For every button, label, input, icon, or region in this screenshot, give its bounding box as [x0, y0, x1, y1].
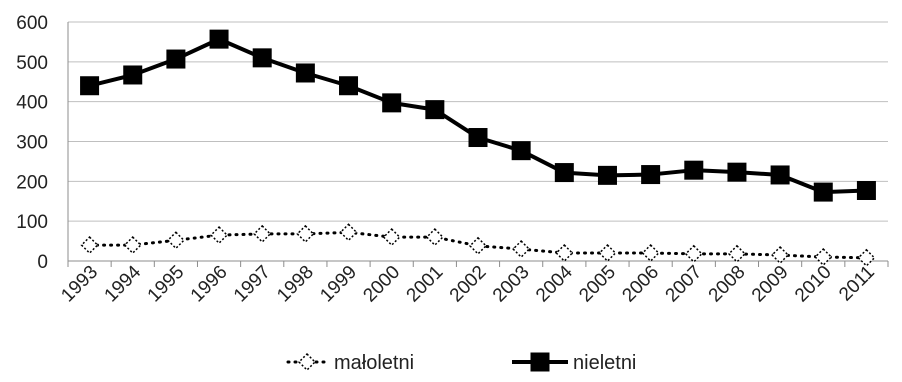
x-tick-label: 2006	[618, 262, 663, 307]
x-tick-label: 2002	[446, 262, 491, 307]
data-point	[166, 231, 185, 250]
data-point	[770, 165, 790, 185]
legend: małoletni nieletni	[286, 352, 636, 374]
data-point	[166, 49, 186, 69]
y-tick-label: 0	[37, 252, 48, 273]
series-layer	[80, 29, 876, 267]
data-point	[597, 165, 617, 185]
x-tick-label: 2004	[532, 261, 577, 306]
data-point	[857, 248, 876, 267]
x-tick-label: 1993	[57, 262, 102, 307]
y-tick-label: 200	[16, 172, 48, 193]
data-point	[80, 76, 100, 96]
data-point	[382, 228, 401, 247]
data-point	[80, 236, 99, 255]
data-point	[856, 180, 876, 200]
data-point	[253, 224, 272, 243]
series-malodletni	[80, 223, 876, 267]
data-point	[511, 141, 531, 161]
legend-label-malodletni: małoletni	[334, 352, 414, 374]
x-tick-label: 2005	[575, 262, 620, 307]
data-point	[814, 247, 833, 267]
y-tick-label: 100	[16, 212, 48, 233]
x-tick-label: 1996	[187, 262, 232, 307]
data-point	[727, 162, 747, 182]
data-point	[554, 163, 574, 183]
data-point	[209, 29, 229, 49]
legend-swatch-malodletni	[286, 352, 328, 372]
data-point	[295, 63, 315, 83]
data-point	[296, 224, 315, 243]
x-tick-label: 1999	[316, 262, 361, 307]
x-axis-tick-labels: 1993199419951996199719981999200020012002…	[57, 261, 879, 306]
data-point	[641, 243, 660, 263]
x-tick-label: 2000	[359, 262, 404, 307]
data-point	[771, 245, 790, 265]
x-tick-label: 2003	[489, 262, 534, 307]
data-point	[252, 48, 272, 68]
data-point	[684, 244, 703, 263]
data-point	[468, 236, 488, 255]
legend-marker	[297, 352, 317, 372]
data-point	[123, 65, 143, 85]
axes	[67, 22, 889, 267]
legend-marker	[530, 352, 550, 372]
y-axis-tick-labels: 0 100 200 300 400 500 600	[16, 13, 48, 273]
x-tick-label: 1994	[101, 261, 146, 306]
x-tick-label: 2001	[403, 262, 448, 307]
data-point	[598, 243, 617, 263]
data-point	[339, 223, 358, 242]
x-tick-label: 2009	[748, 262, 793, 307]
legend-swatch-nieletni	[512, 352, 568, 372]
y-tick-label: 400	[16, 93, 48, 114]
series-nieletni	[80, 29, 876, 202]
data-point	[382, 93, 402, 113]
data-point	[555, 243, 574, 263]
y-tick-label: 300	[16, 133, 48, 154]
legend-item-nieletni: nieletni	[512, 352, 636, 374]
x-tick-label: 2007	[662, 262, 707, 307]
legend-item-malodletni: małoletni	[286, 352, 414, 374]
x-tick-label: 1997	[230, 262, 275, 307]
legend-label-nieletni: nieletni	[573, 352, 636, 374]
x-tick-label: 1998	[273, 262, 318, 307]
data-point	[339, 76, 359, 96]
y-tick-label: 500	[16, 53, 48, 74]
x-tick-label: 2010	[791, 262, 836, 307]
data-point	[123, 236, 142, 255]
x-tick-label: 2011	[835, 262, 879, 306]
data-point	[813, 182, 833, 202]
data-point	[425, 228, 444, 247]
data-point	[684, 160, 704, 180]
data-point	[641, 165, 661, 185]
data-point	[468, 128, 488, 148]
x-tick-label: 2008	[705, 262, 750, 307]
y-tick-label: 600	[16, 13, 48, 34]
data-point	[727, 244, 747, 263]
x-tick-label: 1995	[144, 262, 189, 307]
data-point	[209, 226, 229, 245]
data-point	[425, 100, 445, 120]
data-point	[512, 239, 531, 259]
